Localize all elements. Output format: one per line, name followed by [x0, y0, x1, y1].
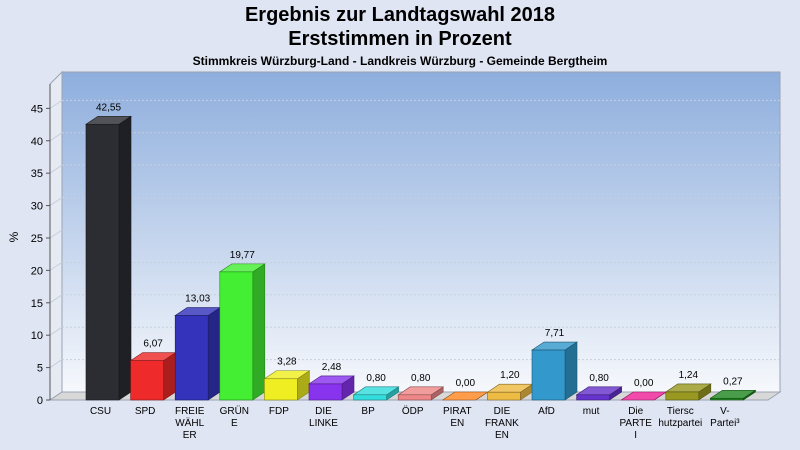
bar-7 [352, 386, 400, 401]
data-label: 3,28 [277, 357, 297, 368]
data-label: 1,20 [500, 370, 520, 381]
bar-10 [486, 383, 534, 401]
bar-3 [174, 306, 222, 401]
data-label: 0,80 [366, 373, 386, 384]
gridline-wall [49, 197, 63, 207]
bar-4 [218, 263, 266, 401]
y-tick-label: 30 [31, 201, 43, 213]
x-tick-label: AfD [538, 406, 555, 417]
x-tick-label: ÖDP [402, 405, 424, 417]
x-tick-label: Tiersc hutzpartei [658, 406, 702, 429]
plot-left-wall [49, 70, 63, 401]
bar-1 [85, 115, 132, 401]
plot-background [61, 71, 781, 393]
bar-8 [397, 386, 445, 401]
bar-6 [308, 375, 355, 401]
bar-15 [709, 389, 757, 401]
x-tick-label: V-Partei³ [710, 406, 740, 429]
y-tick-label: 45 [31, 103, 43, 115]
data-label: 6,07 [143, 339, 163, 350]
x-tick-label: FDP [269, 406, 289, 417]
gridline-wall [49, 99, 63, 109]
gridline-wall [49, 261, 63, 271]
chart-title: Ergebnis zur Landtagswahl 2018 [244, 4, 556, 26]
x-tick-label: PIRAT EN [443, 406, 472, 429]
x-tick-label: DIE LINKE [309, 406, 338, 429]
chart-subtitle-region: Stimmkreis Würzburg-Land - Landkreis Wür… [192, 54, 608, 68]
chart-subtitle: Erststimmen in Prozent [288, 28, 512, 50]
x-tick-label: DIE FRANK EN [485, 406, 519, 441]
y-tick-label: 40 [31, 136, 43, 148]
gridline-wall [49, 359, 63, 369]
data-label: 13,03 [185, 294, 210, 305]
x-tick-label: mut [583, 406, 600, 417]
y-tick-label: 35 [31, 168, 43, 180]
y-tick-label: 0 [37, 395, 43, 407]
y-tick-label: 15 [31, 298, 43, 310]
data-label: 0,27 [723, 376, 743, 387]
gridline-wall [49, 326, 63, 336]
y-tick-label: 25 [31, 233, 43, 245]
gridline-wall [49, 164, 63, 174]
data-label: 1,24 [679, 370, 699, 381]
gridline-wall [49, 132, 63, 142]
data-label: 0,00 [634, 378, 654, 389]
x-tick-label: Die PARTE I [619, 406, 652, 441]
data-label: 19,77 [230, 250, 255, 261]
data-label: 0,00 [456, 378, 476, 389]
y-tick-label: 20 [31, 265, 43, 277]
bar-14 [664, 383, 712, 401]
y-tick-label: 10 [31, 330, 43, 342]
x-tick-label: GRÜN E [220, 405, 249, 429]
gridline-wall [49, 294, 63, 304]
x-tick-label: SPD [135, 406, 156, 417]
data-label: 2,48 [322, 362, 342, 373]
gridline-wall [49, 229, 63, 239]
data-label: 0,80 [589, 373, 609, 384]
data-label: 42,55 [96, 102, 121, 113]
y-tick-label: 5 [37, 363, 43, 375]
x-tick-label: CSU [90, 406, 111, 417]
bar-12 [575, 386, 623, 401]
data-label: 7,71 [545, 328, 565, 339]
x-tick-label: FREIE WÄHL ER [175, 406, 205, 441]
x-tick-label: BP [361, 406, 375, 417]
bar-2 [129, 352, 177, 401]
data-label: 0,80 [411, 373, 431, 384]
bar-5 [263, 370, 311, 401]
bar-11 [531, 341, 578, 401]
y-axis-label: % [7, 231, 21, 242]
